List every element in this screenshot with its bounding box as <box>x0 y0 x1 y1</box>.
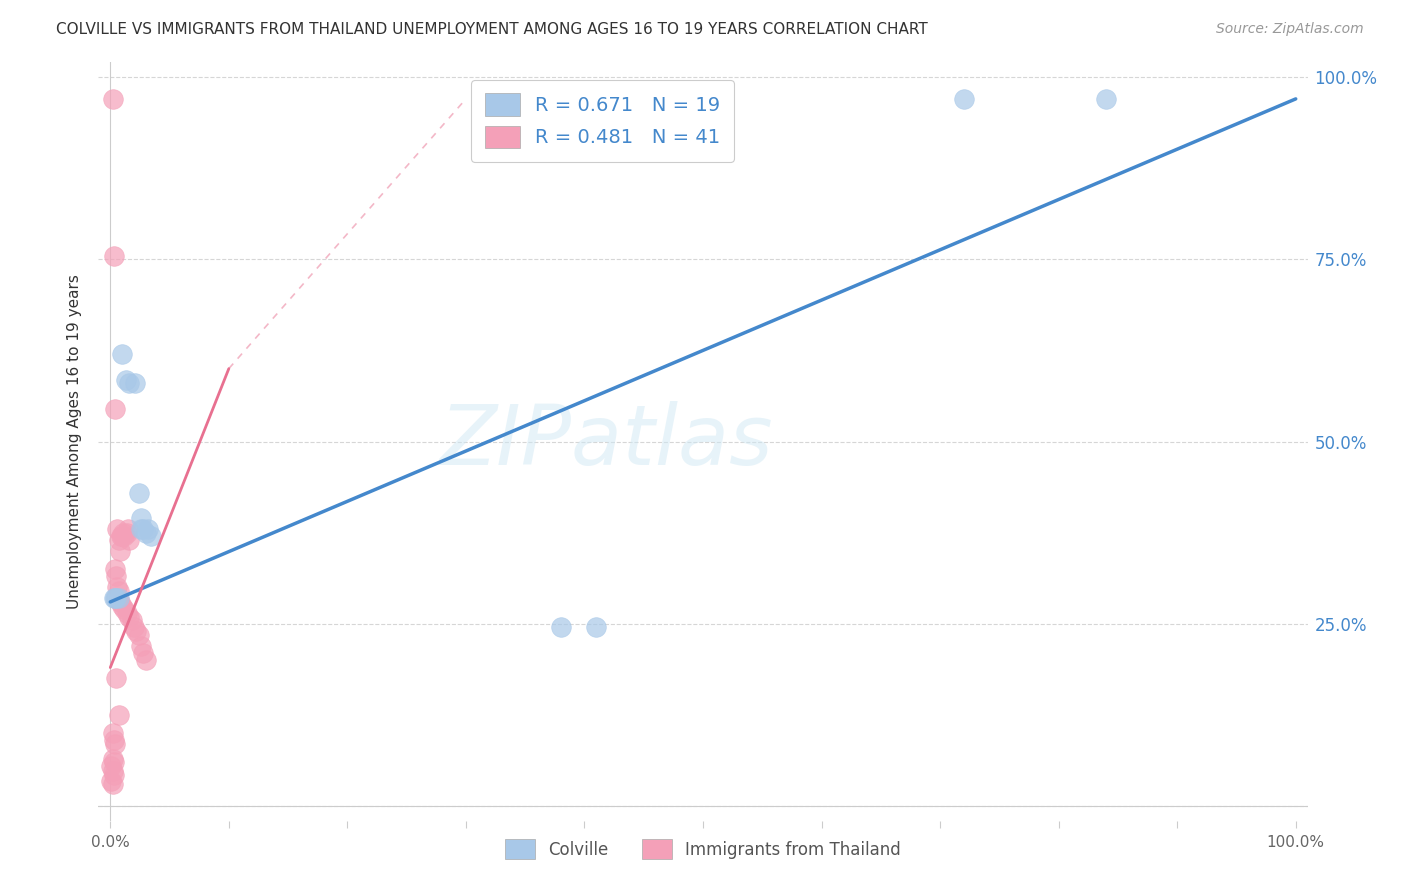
Point <box>136 522 159 536</box>
Point <box>105 672 128 686</box>
Point <box>115 606 138 620</box>
Point <box>132 522 155 536</box>
Point <box>100 773 122 788</box>
Point <box>104 591 127 606</box>
Point <box>128 485 150 500</box>
Point <box>103 249 125 263</box>
Point <box>104 737 127 751</box>
Point <box>121 613 143 627</box>
Point <box>101 764 124 778</box>
Point <box>101 777 124 791</box>
Text: Source: ZipAtlas.com: Source: ZipAtlas.com <box>1216 22 1364 37</box>
Point <box>101 726 124 740</box>
Point <box>114 373 136 387</box>
Point <box>107 533 129 547</box>
Point <box>107 584 129 599</box>
Point <box>128 628 150 642</box>
Point <box>105 522 128 536</box>
Point <box>105 591 128 606</box>
Point <box>114 602 136 616</box>
Point <box>111 347 134 361</box>
Point <box>118 376 141 391</box>
Point <box>104 401 127 416</box>
Point <box>105 569 128 583</box>
Point <box>129 639 152 653</box>
Text: COLVILLE VS IMMIGRANTS FROM THAILAND UNEMPLOYMENT AMONG AGES 16 TO 19 YEARS CORR: COLVILLE VS IMMIGRANTS FROM THAILAND UNE… <box>56 22 928 37</box>
Point <box>118 533 141 547</box>
Text: ZIPatlas: ZIPatlas <box>440 401 773 482</box>
Point <box>129 522 152 536</box>
Point <box>135 653 157 667</box>
Point <box>107 707 129 722</box>
Point <box>585 620 607 634</box>
Point <box>132 646 155 660</box>
Point <box>103 768 125 782</box>
Point <box>111 529 134 543</box>
Point <box>118 609 141 624</box>
Point <box>129 511 152 525</box>
Point <box>108 544 131 558</box>
Point <box>114 529 136 543</box>
Point <box>104 562 127 576</box>
Point <box>103 733 125 747</box>
Point <box>112 525 135 540</box>
Point <box>101 92 124 106</box>
Y-axis label: Unemployment Among Ages 16 to 19 years: Unemployment Among Ages 16 to 19 years <box>67 274 83 609</box>
Point <box>550 620 572 634</box>
Point <box>952 92 974 106</box>
Point <box>124 376 146 391</box>
Point <box>122 620 145 634</box>
Point <box>103 591 125 606</box>
Point <box>110 529 132 543</box>
Point <box>108 595 131 609</box>
Point <box>117 522 139 536</box>
Point <box>115 525 138 540</box>
Point <box>1095 92 1118 106</box>
Point <box>135 525 157 540</box>
Legend: Colville, Immigrants from Thailand: Colville, Immigrants from Thailand <box>498 833 908 865</box>
Point <box>103 756 125 770</box>
Point <box>101 752 124 766</box>
Point <box>100 759 122 773</box>
Point <box>125 624 148 639</box>
Point <box>139 529 162 543</box>
Point <box>111 599 134 613</box>
Point <box>107 591 129 606</box>
Point <box>105 580 128 594</box>
